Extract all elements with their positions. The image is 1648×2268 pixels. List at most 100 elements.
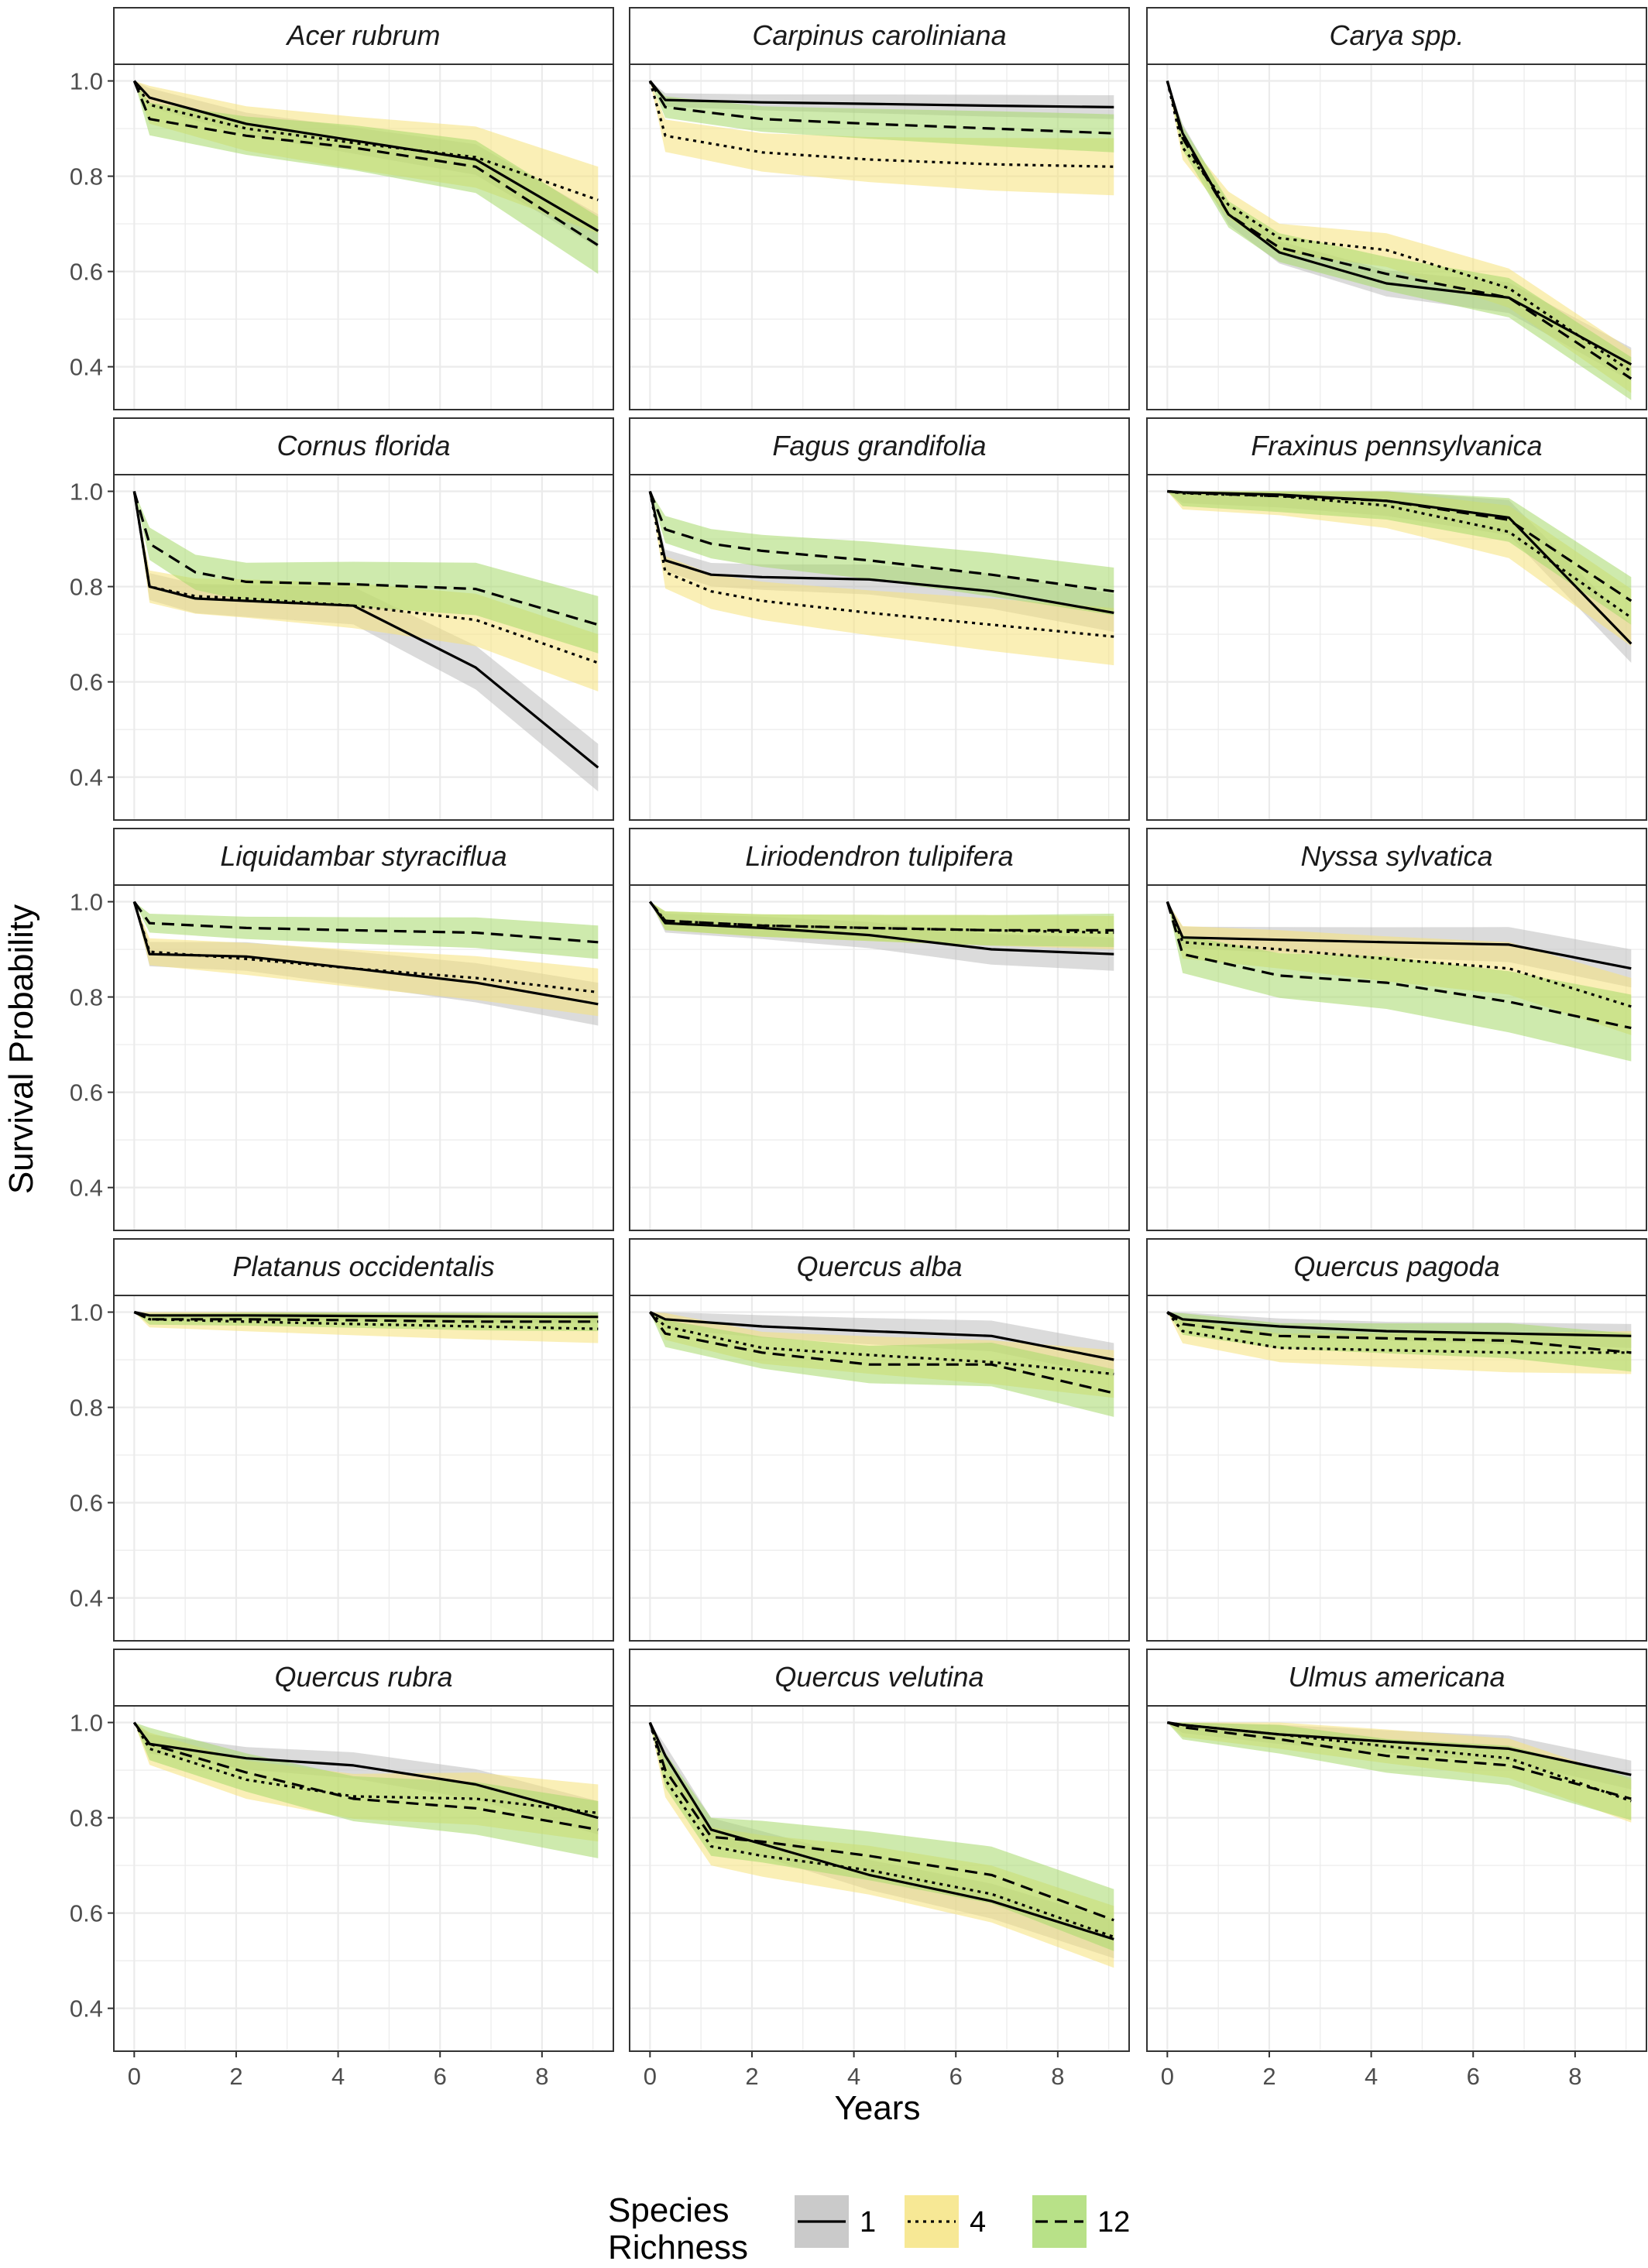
y-tick-label: 0.8 bbox=[70, 1805, 103, 1832]
y-tick-label: 1.0 bbox=[70, 479, 103, 506]
series-line-richness-4 bbox=[1166, 81, 1633, 373]
gridlines bbox=[630, 475, 1129, 820]
panel-border bbox=[1146, 474, 1647, 821]
x-tick-label: 4 bbox=[1365, 2063, 1378, 2090]
legend-title-line-1: Species bbox=[608, 2191, 730, 2229]
plot-area bbox=[114, 1295, 613, 1641]
series-line-richness-1 bbox=[1166, 1311, 1632, 1337]
panel-border bbox=[1146, 884, 1647, 1231]
series-line-richness-1 bbox=[649, 80, 1114, 108]
panel-cornus-florida: Cornus florida 0.4 0.6 0.8 1.0 bbox=[70, 417, 614, 821]
panel-carya-spp: Carya spp. bbox=[1146, 7, 1647, 410]
strip-label: Platanus occidentalis bbox=[232, 1251, 494, 1282]
series-line-richness-4 bbox=[1166, 901, 1632, 1008]
x-tick-label: 6 bbox=[949, 2063, 963, 2090]
series-line-richness-12 bbox=[132, 491, 599, 626]
y-tick-label: 0.6 bbox=[70, 1900, 103, 1927]
series-line-richness-12 bbox=[132, 80, 599, 247]
series-line-richness-1 bbox=[648, 901, 1114, 956]
strip-label: Carya spp. bbox=[1329, 19, 1464, 51]
x-tick-label: 8 bbox=[1051, 2063, 1064, 2090]
facet-panels: Acer rubrum 0.4 0.6 0.8 1.0 Carpinus carolini… bbox=[70, 7, 1647, 2090]
series-line-richness-12 bbox=[649, 901, 1114, 932]
series-line-richness-12 bbox=[648, 80, 1114, 135]
y-tick-label: 0.4 bbox=[70, 1995, 103, 2023]
ci-band-richness-12 bbox=[1167, 81, 1632, 400]
series-line-richness-4 bbox=[132, 491, 599, 664]
strip-label: Nyssa sylvatica bbox=[1300, 840, 1492, 872]
series-line-richness-4 bbox=[649, 1311, 1114, 1376]
ci-band-richness-4 bbox=[650, 1722, 1114, 1968]
panel-ulmus-americana: Ulmus americana 0 2 4 6 8 bbox=[1146, 1649, 1647, 2090]
panel-quercus-velutina: Quercus velutina 0 2 4 6 8 bbox=[629, 1649, 1130, 2090]
legend-label: 12 bbox=[1097, 2206, 1130, 2239]
ci-band-richness-12 bbox=[650, 1312, 1114, 1417]
series-line-richness-1 bbox=[648, 491, 1114, 614]
series-line-richness-12 bbox=[132, 901, 599, 944]
ci-band-richness-4 bbox=[134, 901, 599, 1017]
y-tick-label: 0.6 bbox=[70, 259, 103, 286]
strip-label: Liriodendron tulipifera bbox=[745, 840, 1013, 872]
panel-border bbox=[113, 474, 614, 821]
series-line-richness-1 bbox=[133, 1310, 599, 1319]
strip-quercus-velutina bbox=[629, 1649, 1130, 1707]
series-line-richness-4 bbox=[132, 80, 599, 201]
panel-fagus-grandifolia: Fagus grandifolia bbox=[629, 417, 1130, 821]
strip-label: Quercus rubra bbox=[274, 1661, 452, 1693]
series-line-richness-1 bbox=[1167, 1721, 1632, 1776]
y-tick-label: 0.6 bbox=[70, 1490, 103, 1517]
series-line-richness-1 bbox=[133, 80, 599, 232]
series-line-richness-12 bbox=[648, 1311, 1114, 1395]
panel-border bbox=[1146, 1705, 1647, 2052]
strip-carya-spp bbox=[1146, 7, 1647, 65]
strip-label: Carpinus caroliniana bbox=[752, 19, 1006, 51]
legend-label: 1 bbox=[860, 2206, 876, 2239]
y-tick-label: 0.8 bbox=[70, 984, 103, 1011]
series-line-richness-12 bbox=[648, 490, 1114, 593]
series-line-richness-12 bbox=[1166, 901, 1632, 1030]
series-line-richness-12 bbox=[648, 1722, 1114, 1922]
panel-border bbox=[1146, 1295, 1647, 1642]
strip-cornus-florida bbox=[113, 417, 614, 475]
ci-band-richness-12 bbox=[1167, 1722, 1632, 1820]
x-tick-label: 2 bbox=[1262, 2063, 1275, 2090]
ci-band-richness-4 bbox=[650, 491, 1114, 666]
y-tick-label: 0.4 bbox=[70, 354, 103, 381]
ci-band-richness-12 bbox=[650, 901, 1114, 947]
x-tick-label: 2 bbox=[745, 2063, 758, 2090]
y-tick-label: 0.6 bbox=[70, 669, 103, 696]
y-tick-label: 1.0 bbox=[70, 68, 103, 95]
x-tick-label: 0 bbox=[644, 2063, 657, 2090]
series-line-richness-12 bbox=[133, 1311, 599, 1323]
panel-border bbox=[629, 1295, 1130, 1642]
ci-band-richness-12 bbox=[650, 1722, 1114, 1951]
x-tick-label: 4 bbox=[847, 2063, 860, 2090]
panel-border bbox=[113, 884, 614, 1231]
series-line-richness-1 bbox=[649, 1311, 1114, 1361]
series-line-richness-4 bbox=[1167, 1721, 1632, 1803]
y-tick-label: 0.8 bbox=[70, 574, 103, 601]
series-line-richness-1 bbox=[1166, 81, 1633, 366]
panel-quercus-alba: Quercus alba bbox=[629, 1238, 1130, 1642]
y-tick-label: 0.6 bbox=[70, 1079, 103, 1107]
legend-title: Species Richness bbox=[608, 2191, 748, 2266]
strip-quercus-alba bbox=[629, 1238, 1130, 1296]
strip-label: Liquidambar styraciflua bbox=[220, 840, 506, 872]
series-line-richness-1 bbox=[132, 491, 599, 769]
strip-label: Fraxinus pennsylvanica bbox=[1251, 430, 1542, 461]
strip-label: Cornus florida bbox=[276, 430, 450, 461]
x-tick-label: 2 bbox=[229, 2063, 242, 2090]
ci-band-richness-12 bbox=[1167, 901, 1632, 1062]
strip-label: Quercus alba bbox=[796, 1251, 962, 1282]
strip-label: Acer rubrum bbox=[285, 19, 440, 51]
series-line-richness-4 bbox=[1166, 1311, 1632, 1354]
plot-area bbox=[1147, 475, 1646, 820]
ci-band-richness-12 bbox=[134, 1722, 599, 1858]
y-tick-label: 1.0 bbox=[70, 889, 103, 916]
panel-fraxinus-pennsylvanica: Fraxinus pennsylvanica bbox=[1146, 417, 1647, 821]
series-line-richness-12 bbox=[132, 1721, 599, 1831]
x-tick-label: 0 bbox=[128, 2063, 141, 2090]
x-tick-label: 8 bbox=[1568, 2063, 1581, 2090]
ci-band-richness-12 bbox=[650, 491, 1114, 616]
